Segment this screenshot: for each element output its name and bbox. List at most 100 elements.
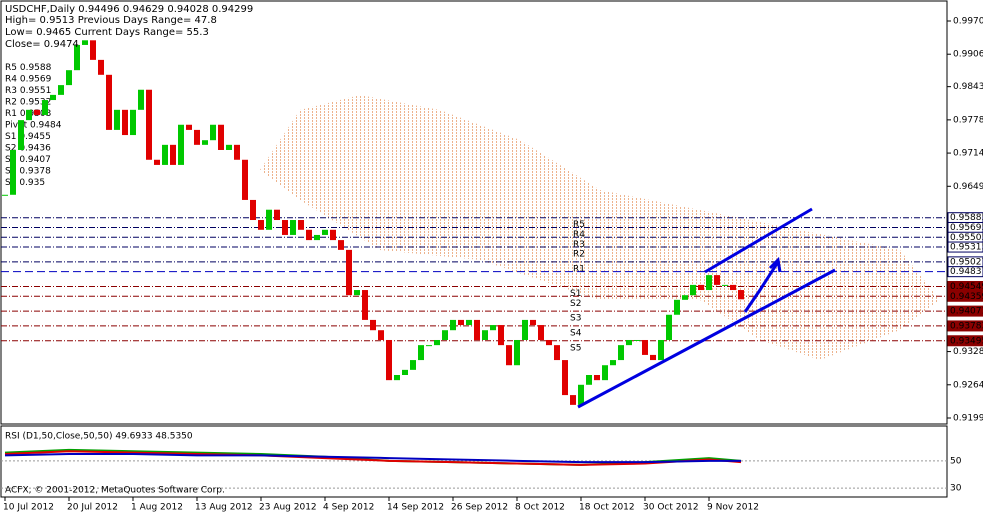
candle-body: [282, 220, 288, 235]
header-line: Close= 0.9474: [5, 39, 79, 50]
pivot-name: R4: [5, 74, 17, 84]
candle-body: [418, 345, 424, 361]
candle-body: [178, 124, 184, 165]
pivot-line-label: R5: [573, 220, 585, 230]
candle-body: [674, 299, 680, 315]
candle-body: [258, 220, 264, 230]
pivot-value: 0.9532: [20, 97, 52, 107]
candle-body: [682, 295, 688, 300]
header-line: USDCHF,Daily 0.94496 0.94629 0.94028 0.9…: [5, 4, 253, 15]
candle-body: [610, 360, 616, 366]
candle-body: [162, 144, 168, 165]
candle-body: [506, 345, 512, 366]
arrow-head: [768, 256, 782, 273]
pivot-list-item: R3 0.9551: [5, 86, 51, 96]
pivot-line-label: S1: [570, 289, 581, 299]
price-tag: 0.93783: [950, 321, 983, 331]
candle-body: [242, 159, 248, 200]
price-tag-box: [947, 290, 983, 302]
candle-body: [66, 70, 72, 86]
candle-body: [458, 319, 464, 326]
candle-body: [154, 159, 160, 165]
pivot-line-label: R1: [573, 264, 585, 274]
candle-body: [42, 100, 48, 115]
price-tag: 0.94549: [950, 282, 983, 292]
candle-body: [530, 319, 536, 326]
candle-body: [490, 325, 496, 331]
x-tick-label: 4 Sep 2012: [323, 503, 374, 513]
price-tag-box: [947, 320, 983, 332]
candle-body: [290, 220, 296, 235]
y-tick-label: 0.99705: [953, 17, 983, 27]
rsi-tick-label: 50: [950, 456, 962, 466]
rsi-tick-label: 30: [950, 484, 962, 494]
header-line: Low= 0.9465 Current Days Range= 55.3: [5, 27, 209, 38]
y-tick-label: 0.91995: [953, 414, 983, 424]
candle-body: [138, 89, 144, 110]
price-tag: 0.94071: [950, 307, 983, 317]
candle-body: [466, 319, 472, 326]
candle-body: [306, 229, 312, 241]
y-tick-label: 0.9714: [953, 149, 983, 159]
arrow: [743, 261, 780, 313]
x-tick-label: 13 Aug 2012: [195, 503, 253, 513]
candle-body: [562, 360, 568, 396]
candle-body: [18, 120, 24, 150]
candle-body: [498, 325, 504, 346]
y-tick-label: 0.9843: [953, 82, 983, 92]
pivot-value: 0.9436: [19, 143, 51, 153]
x-tick-label: 20 Jul 2012: [67, 503, 118, 513]
candle-body: [130, 109, 136, 136]
candle-body: [666, 314, 672, 340]
candle-body: [410, 360, 416, 370]
candle-body: [274, 209, 280, 221]
pivot-line-label: R3: [573, 240, 585, 250]
candle-body: [170, 144, 176, 165]
pivot-value: 0.9588: [20, 63, 52, 73]
pivot-line-label: R2: [573, 250, 585, 260]
candle-body: [514, 339, 520, 366]
price-tag: 0.95505: [950, 233, 983, 243]
candle-body: [594, 375, 600, 381]
pivot-value: 0.9551: [20, 86, 52, 96]
candle-body: [186, 124, 192, 130]
pivot-name: R5: [5, 63, 17, 73]
candle-body: [402, 369, 408, 376]
candle-body: [330, 229, 336, 241]
pivot-line-label: S2: [570, 299, 581, 309]
pivot-line-label: S3: [570, 314, 581, 324]
candle-body: [98, 59, 104, 75]
pivot-name: R2: [5, 97, 17, 107]
x-tick-label: 26 Sep 2012: [451, 503, 508, 513]
pivot-line-label: S4: [570, 328, 582, 338]
candle-body: [602, 365, 608, 381]
candle-body: [378, 330, 384, 340]
pivot-value: 0.9455: [19, 132, 51, 142]
candle-body: [538, 325, 544, 340]
candle-body: [266, 209, 272, 230]
rsi-panel: [0, 425, 948, 498]
y-tick-label: 0.97785: [953, 115, 983, 125]
candle-body: [226, 144, 232, 150]
candle-body: [10, 149, 16, 195]
pivot-name: R3: [5, 86, 17, 96]
candle-body: [482, 330, 488, 340]
price-tag: 0.95027: [950, 257, 983, 267]
candle-body: [74, 44, 80, 71]
candle-body: [354, 290, 360, 296]
price-tag-box: [947, 266, 983, 278]
price-tag-box: [947, 305, 983, 317]
pivot-list-item: R5 0.9588: [5, 63, 52, 73]
candle-body: [122, 109, 128, 136]
candle-body: [194, 129, 200, 145]
x-tick-label: 23 Aug 2012: [259, 503, 317, 513]
rsi-title: RSI (D1,50,Close,50,50) 49.6933 48.5350: [5, 432, 193, 442]
candle-body: [362, 290, 368, 320]
candle-body: [698, 284, 704, 291]
candle-body: [522, 319, 528, 340]
candle-body: [426, 345, 432, 347]
x-tick-label: 18 Oct 2012: [579, 503, 635, 513]
trend-drawings: [577, 207, 836, 409]
pivot-value: 0.935: [19, 178, 45, 188]
candle-body: [570, 395, 576, 405]
